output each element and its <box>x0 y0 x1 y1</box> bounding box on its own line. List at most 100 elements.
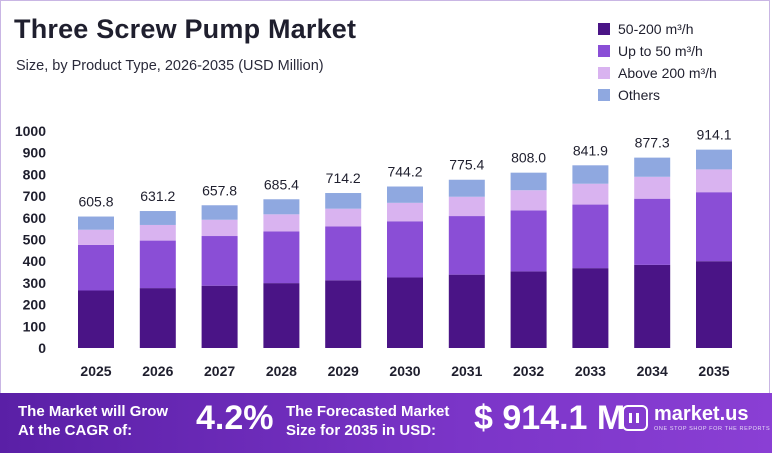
y-tick-label: 400 <box>23 253 47 269</box>
y-tick-label: 200 <box>23 297 47 313</box>
cagr-value: 4.2% <box>196 399 274 437</box>
bar-total-label: 914.1 <box>696 127 731 143</box>
y-tick-label: 100 <box>23 318 47 334</box>
bar-segment <box>139 288 176 348</box>
bar-segment <box>78 216 114 230</box>
bar-segment <box>78 244 114 291</box>
bar-segment <box>634 264 671 348</box>
bar-segment <box>201 219 238 237</box>
bar-total-label: 808.0 <box>511 150 546 166</box>
x-tick-label: 2028 <box>266 363 297 379</box>
y-tick-label: 600 <box>23 210 47 226</box>
brand-name: market.us <box>654 403 749 425</box>
bar-segment <box>325 208 362 227</box>
cagr-label-line2: At the CAGR of: <box>18 422 133 439</box>
bar-segment <box>78 290 114 348</box>
y-tick-label: 900 <box>23 145 47 161</box>
bar-segment <box>387 186 423 203</box>
bar-segment <box>448 216 485 275</box>
x-tick-label: 2029 <box>328 363 359 379</box>
legend-label-others: Others <box>618 87 661 103</box>
legend-swatch-50-200 <box>598 23 610 35</box>
bar-total-label: 744.2 <box>387 164 422 180</box>
bar-segment <box>572 165 609 184</box>
bar-total-label: 605.8 <box>78 194 113 210</box>
y-tick-label: 500 <box>23 232 47 248</box>
bar-segment <box>634 157 671 177</box>
bar-segment <box>387 202 423 222</box>
cagr-label: The Market will Grow At the CAGR of: <box>18 402 168 440</box>
bar-segment <box>572 268 609 348</box>
bar-segment <box>448 196 485 217</box>
bar-segment <box>572 204 609 269</box>
bar-segment <box>572 183 609 205</box>
bar-total-label: 841.9 <box>573 142 608 158</box>
bar-segment <box>325 280 362 348</box>
bar-total-label: 714.2 <box>326 170 361 186</box>
bar-segment <box>139 211 176 225</box>
x-tick-label: 2031 <box>451 363 482 379</box>
chart-title: Three Screw Pump Market <box>14 14 357 44</box>
bar-segment <box>263 283 300 348</box>
bar-segment <box>448 274 485 348</box>
bar-total-label: 685.4 <box>264 176 299 192</box>
forecast-value: $ 914.1 M <box>474 399 626 437</box>
x-tick-label: 2026 <box>142 363 173 379</box>
bar-segment <box>201 285 238 348</box>
bar-segment <box>263 199 300 215</box>
bar-segment <box>696 149 732 170</box>
bar-segment <box>201 205 238 220</box>
bar-segment <box>263 214 300 232</box>
x-tick-label: 2035 <box>698 363 729 379</box>
y-tick-label: 800 <box>23 166 47 182</box>
bar-segment <box>696 192 732 262</box>
forecast-label-line2: Size for 2035 in USD: <box>286 422 437 439</box>
y-tick-label: 300 <box>23 275 47 291</box>
forecast-label-line1: The Forecasted Market <box>286 403 450 420</box>
bar-segment <box>696 169 732 193</box>
x-tick-label: 2027 <box>204 363 235 379</box>
forecast-label: The Forecasted Market Size for 2035 in U… <box>286 402 449 440</box>
bar-segment <box>263 231 300 284</box>
bar-total-label: 877.3 <box>635 135 670 151</box>
x-tick-label: 2033 <box>575 363 606 379</box>
bar-segment <box>634 198 671 265</box>
legend-label-above-200: Above 200 m³/h <box>618 65 717 81</box>
bar-segment <box>510 190 547 211</box>
legend-swatch-above-200 <box>598 67 610 79</box>
bar-segment <box>78 229 114 245</box>
bar-segment <box>325 193 362 209</box>
y-tick-label: 700 <box>23 188 47 204</box>
bar-segment <box>634 176 671 199</box>
bar-segment <box>510 210 547 272</box>
cagr-label-line1: The Market will Grow <box>18 403 169 420</box>
bar-segment <box>510 271 547 348</box>
legend-item-others: Others <box>598 84 717 106</box>
brand-tagline: ONE STOP SHOP FOR THE REPORTS <box>654 426 771 432</box>
market-us-logo-icon <box>622 404 648 431</box>
y-tick-label: 1000 <box>15 123 46 139</box>
bar-total-label: 775.4 <box>449 157 484 173</box>
legend-label-50-200: 50-200 m³/h <box>618 21 694 37</box>
brand-logo[interactable]: market.us ONE STOP SHOP FOR THE REPORTS <box>622 403 770 432</box>
bar-segment <box>696 261 732 348</box>
footer-banner: The Market will Grow At the CAGR of: 4.2… <box>0 393 772 453</box>
bar-segment <box>139 224 176 241</box>
bar-segment <box>387 221 423 278</box>
legend-item-above-200: Above 200 m³/h <box>598 62 717 84</box>
chart-legend: 50-200 m³/h Up to 50 m³/h Above 200 m³/h… <box>598 18 717 106</box>
bar-segment <box>448 179 485 197</box>
legend-item-50-200: 50-200 m³/h <box>598 18 717 40</box>
legend-item-up-to-50: Up to 50 m³/h <box>598 40 717 62</box>
x-tick-label: 2032 <box>513 363 544 379</box>
bar-segment <box>325 226 362 281</box>
y-tick-label: 0 <box>38 340 46 356</box>
legend-label-up-to-50: Up to 50 m³/h <box>618 43 703 59</box>
bar-segment <box>201 236 238 286</box>
x-tick-label: 2030 <box>389 363 420 379</box>
x-tick-label: 2025 <box>80 363 111 379</box>
bar-segment <box>387 277 423 348</box>
bar-segment <box>510 172 547 191</box>
legend-swatch-up-to-50 <box>598 45 610 57</box>
x-tick-label: 2034 <box>637 363 668 379</box>
